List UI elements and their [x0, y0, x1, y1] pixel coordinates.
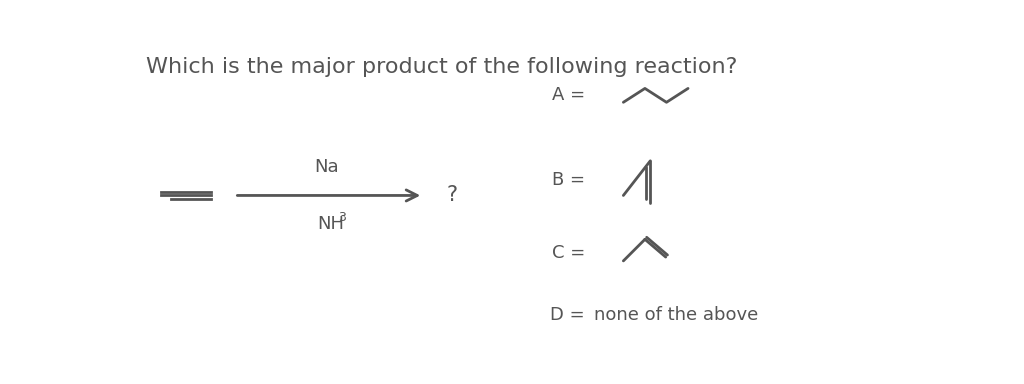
Text: C =: C = [552, 244, 585, 262]
Text: B =: B = [552, 171, 585, 189]
Text: Na: Na [314, 158, 339, 176]
Text: none of the above: none of the above [594, 306, 759, 324]
Text: D =: D = [550, 306, 585, 324]
Text: ?: ? [446, 185, 458, 205]
Text: NH: NH [317, 215, 345, 233]
Text: Which is the major product of the following reaction?: Which is the major product of the follow… [146, 57, 737, 77]
Text: 3: 3 [338, 211, 345, 224]
Text: A =: A = [552, 86, 585, 104]
